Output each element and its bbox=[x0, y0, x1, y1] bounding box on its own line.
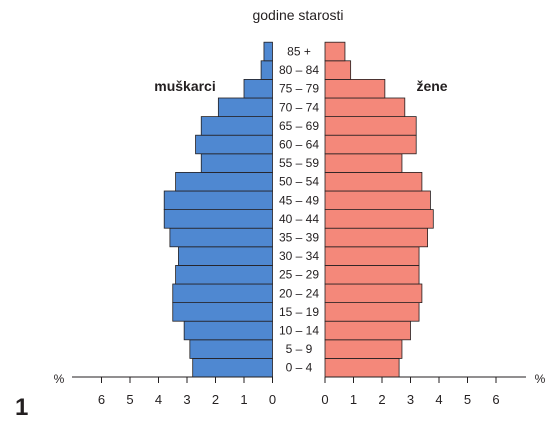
bar-male-7 bbox=[169, 227, 273, 248]
bar-female-9 bbox=[324, 190, 431, 211]
bar-female-1 bbox=[324, 339, 403, 359]
age-group-label-3: 15 – 19 bbox=[279, 305, 319, 319]
age-group-label-0: 0 – 4 bbox=[286, 361, 313, 375]
bar-female-17 bbox=[324, 41, 346, 62]
right-tick-label-5: 5 bbox=[464, 392, 471, 407]
age-group-label-2: 10 – 14 bbox=[279, 324, 319, 338]
bar-female-16 bbox=[324, 60, 352, 80]
bar-female-6 bbox=[324, 246, 420, 266]
bar-male-4 bbox=[172, 283, 273, 304]
age-group-label-9: 45 – 49 bbox=[279, 193, 319, 207]
age-group-label-16: 80 – 84 bbox=[279, 63, 319, 77]
bar-male-14 bbox=[217, 97, 273, 118]
bar-male-16 bbox=[260, 60, 273, 80]
age-group-label-13: 65 – 69 bbox=[279, 119, 319, 133]
age-group-label-5: 25 – 29 bbox=[279, 268, 319, 282]
bar-female-8 bbox=[324, 209, 434, 229]
chart-title: godine starosti bbox=[252, 7, 343, 23]
male-bars bbox=[163, 41, 273, 378]
bar-male-3 bbox=[172, 302, 273, 322]
bar-male-0 bbox=[192, 357, 273, 378]
right-tick-label-1: 1 bbox=[350, 392, 357, 407]
left-tick-label-6: 0 bbox=[269, 392, 276, 407]
right-axis-unit: % bbox=[535, 372, 546, 386]
bar-male-17 bbox=[263, 41, 273, 62]
bar-female-14 bbox=[324, 97, 406, 118]
age-group-label-12: 60 – 64 bbox=[279, 138, 319, 152]
right-x-axis: 0 1 2 3 4 5 6 bbox=[321, 376, 526, 407]
bar-male-15 bbox=[243, 79, 273, 99]
right-tick-label-0: 0 bbox=[321, 392, 328, 407]
age-group-label-1: 5 – 9 bbox=[286, 342, 313, 356]
bar-male-5 bbox=[175, 264, 273, 285]
age-group-label-8: 40 – 44 bbox=[279, 212, 319, 226]
bar-male-8 bbox=[163, 209, 273, 229]
female-bars bbox=[324, 41, 434, 378]
left-axis-unit: % bbox=[54, 372, 65, 386]
age-group-label-7: 35 – 39 bbox=[279, 231, 319, 245]
bar-male-11 bbox=[200, 153, 273, 173]
right-tick-label-4: 4 bbox=[435, 392, 442, 407]
right-tick-label-2: 2 bbox=[378, 392, 385, 407]
bar-female-4 bbox=[324, 283, 423, 304]
age-group-label-11: 55 – 59 bbox=[279, 156, 319, 170]
bar-female-15 bbox=[324, 79, 386, 99]
series-label-female: žene bbox=[416, 78, 447, 94]
bar-female-0 bbox=[324, 357, 400, 378]
bar-male-10 bbox=[175, 171, 273, 192]
figure-number: 1 bbox=[15, 394, 28, 421]
age-group-label-4: 20 – 24 bbox=[279, 286, 319, 300]
right-tick-label-3: 3 bbox=[407, 392, 414, 407]
age-group-label-6: 30 – 34 bbox=[279, 249, 319, 263]
left-tick-label-3: 3 bbox=[183, 392, 190, 407]
bar-female-13 bbox=[324, 116, 417, 136]
bar-female-7 bbox=[324, 227, 428, 248]
bar-male-2 bbox=[183, 320, 273, 341]
left-tick-label-1: 5 bbox=[126, 392, 133, 407]
age-group-label-14: 70 – 74 bbox=[279, 100, 319, 114]
age-group-label-17: 85 + bbox=[287, 45, 311, 59]
left-tick-label-5: 1 bbox=[240, 392, 247, 407]
series-label-male: muškarci bbox=[154, 78, 215, 94]
age-group-label-10: 50 – 54 bbox=[279, 175, 319, 189]
bar-female-12 bbox=[324, 134, 417, 155]
bar-female-2 bbox=[324, 320, 411, 341]
bar-male-13 bbox=[200, 116, 273, 136]
age-group-labels: 0 – 4 5 – 9 10 – 14 15 – 19 20 – 24 25 – 29 30… bbox=[279, 45, 319, 375]
right-tick-label-6: 6 bbox=[492, 392, 499, 407]
left-x-axis: 6 5 4 3 2 1 0 bbox=[72, 376, 276, 407]
bar-female-10 bbox=[324, 171, 423, 192]
bar-female-11 bbox=[324, 153, 403, 173]
left-tick-label-2: 4 bbox=[155, 392, 162, 407]
bar-male-1 bbox=[189, 339, 273, 359]
bar-male-9 bbox=[163, 190, 273, 211]
bar-female-3 bbox=[324, 302, 420, 322]
left-tick-label-4: 2 bbox=[212, 392, 219, 407]
left-tick-label-0: 6 bbox=[98, 392, 105, 407]
age-group-label-15: 75 – 79 bbox=[279, 82, 319, 96]
bar-female-5 bbox=[324, 264, 420, 285]
bar-male-6 bbox=[178, 246, 273, 266]
bar-male-12 bbox=[195, 134, 273, 155]
